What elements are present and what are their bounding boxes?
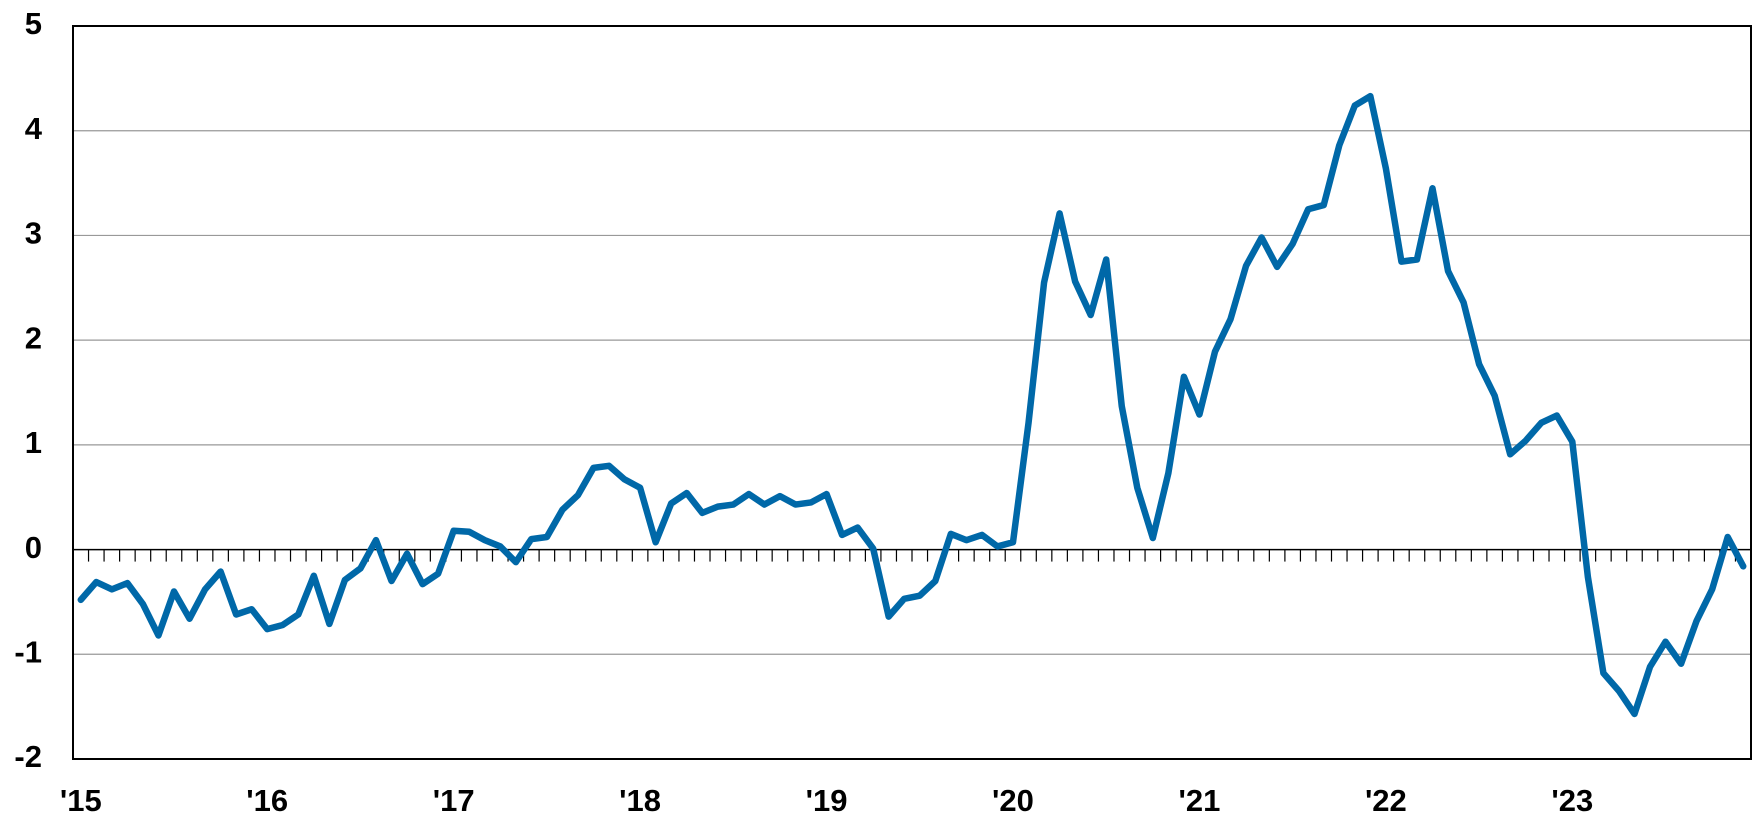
y-tick-label: 2 (25, 320, 42, 355)
x-tick-label: '23 (1551, 783, 1593, 818)
y-tick-label: -2 (14, 739, 42, 774)
data-line (77, 92, 1747, 718)
y-tick-label: 3 (25, 216, 42, 251)
y-tick-label: 0 (25, 530, 42, 565)
y-tick-label: 5 (25, 6, 42, 41)
x-tick-label: '17 (433, 783, 475, 818)
y-tick-label: -1 (14, 634, 42, 669)
plot-frame (72, 25, 1752, 760)
x-tick-label: '16 (246, 783, 288, 818)
x-tick-label: '18 (619, 783, 661, 818)
x-tick-label: '15 (60, 783, 102, 818)
y-tick-label: 4 (25, 111, 43, 146)
x-tick-label: '21 (1179, 783, 1221, 818)
y-tick-label: 1 (25, 425, 42, 460)
x-tick-label: '19 (806, 783, 848, 818)
x-tick-label: '20 (992, 783, 1034, 818)
x-tick-label: '22 (1365, 783, 1407, 818)
